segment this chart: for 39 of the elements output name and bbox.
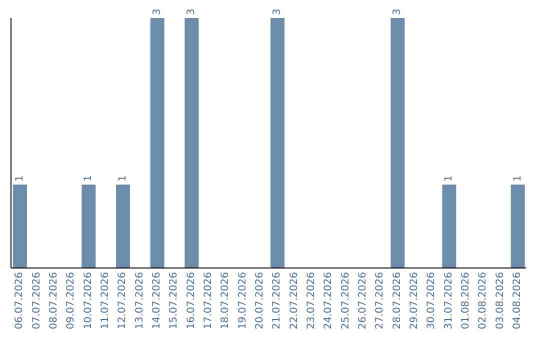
x-tick-label: 08.07.2026	[48, 272, 60, 330]
x-tick-label: 04.08.2026	[512, 272, 523, 330]
data-label: 3	[392, 8, 404, 15]
x-tick-label: 25.07.2026	[340, 272, 352, 330]
x-tick-label: 22.07.2026	[288, 272, 300, 330]
data-label: 3	[186, 8, 198, 15]
data-label: 1	[14, 175, 26, 182]
x-tick-label: 03.08.2026	[494, 272, 506, 330]
x-tick-label: 27.07.2026	[374, 272, 386, 330]
data-label: 1	[83, 175, 94, 182]
x-tick-label: 01.08.2026	[460, 272, 472, 330]
x-tick-label: 10.07.2026	[82, 272, 94, 330]
x-tick-label: 28.07.2026	[392, 272, 403, 330]
data-label: 3	[272, 8, 283, 15]
x-tick-label: 02.08.2026	[478, 272, 489, 330]
x-tick-label: 19.07.2026	[237, 272, 248, 330]
x-tick-label: 24.07.2026	[323, 272, 334, 330]
x-tick-label: 26.07.2026	[357, 272, 368, 330]
x-tick-label: 23.07.2026	[306, 272, 317, 330]
x-tick-label: 29.07.2026	[408, 272, 420, 330]
data-label: 1	[512, 175, 524, 182]
data-label: 1	[444, 175, 455, 182]
x-tick-label: 16.07.2026	[186, 272, 197, 330]
x-tick-label: 07.07.2026	[31, 272, 42, 330]
x-tick-label: 14.07.2026	[151, 272, 162, 330]
data-label: 3	[152, 8, 163, 15]
x-tick-label: 15.07.2026	[168, 272, 180, 330]
x-tick-label: 13.07.2026	[134, 272, 146, 330]
x-tick-label: 21.07.2026	[272, 272, 283, 330]
x-tick-label: 06.07.2026	[14, 272, 26, 330]
x-tick-label: 18.07.2026	[220, 272, 232, 330]
x-tick-label: 20.07.2026	[254, 272, 266, 330]
x-tick-label: 11.07.2026	[100, 272, 111, 330]
data-label: 1	[118, 175, 128, 182]
x-tick-label: 12.07.2026	[117, 272, 128, 330]
x-tick-label: 30.07.2026	[426, 272, 438, 330]
x-tick-label: 31.07.2026	[443, 272, 454, 330]
x-tick-label: 09.07.2026	[66, 272, 77, 330]
x-tick-label: 17.07.2026	[202, 272, 214, 330]
